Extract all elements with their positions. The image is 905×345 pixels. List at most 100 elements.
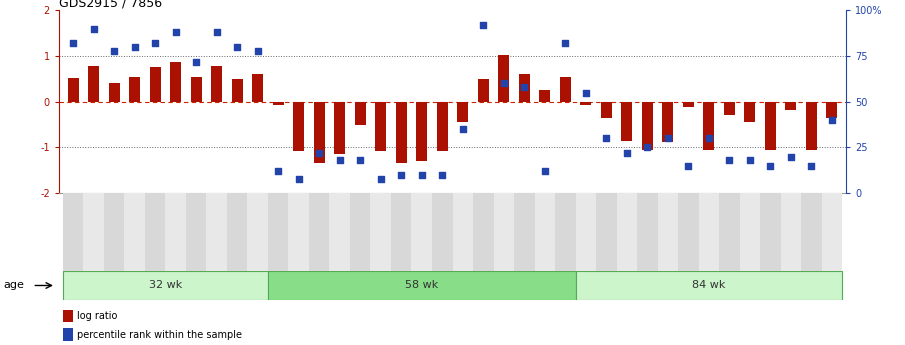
Point bbox=[497, 81, 511, 86]
Bar bbox=[805, 102, 817, 150]
Bar bbox=[452, 193, 473, 273]
Point bbox=[107, 48, 121, 53]
Bar bbox=[62, 328, 72, 341]
Point bbox=[620, 150, 634, 156]
Text: 84 wk: 84 wk bbox=[692, 280, 726, 290]
Bar bbox=[658, 193, 678, 273]
Point bbox=[230, 44, 244, 50]
Bar bbox=[104, 193, 125, 273]
Point bbox=[681, 163, 696, 168]
Bar bbox=[621, 102, 633, 141]
Point bbox=[701, 136, 716, 141]
Bar bbox=[355, 102, 366, 125]
Bar bbox=[88, 66, 100, 102]
Point bbox=[599, 136, 614, 141]
Bar bbox=[412, 193, 432, 273]
Bar bbox=[682, 102, 694, 107]
Bar bbox=[375, 102, 386, 151]
Bar bbox=[432, 193, 452, 273]
Bar bbox=[129, 77, 140, 102]
Bar bbox=[699, 193, 719, 273]
Bar bbox=[642, 102, 653, 150]
Bar bbox=[760, 193, 780, 273]
Text: GDS2915 / 7856: GDS2915 / 7856 bbox=[59, 0, 162, 9]
Bar bbox=[289, 193, 309, 273]
Bar bbox=[519, 75, 530, 102]
Bar bbox=[535, 193, 555, 273]
Bar bbox=[576, 272, 842, 299]
Bar bbox=[416, 102, 427, 161]
Bar bbox=[247, 193, 268, 273]
Point bbox=[209, 30, 224, 35]
Bar bbox=[576, 193, 596, 273]
Bar bbox=[457, 102, 469, 122]
Point bbox=[374, 176, 388, 181]
Bar bbox=[391, 193, 412, 273]
Bar bbox=[780, 193, 801, 273]
Point bbox=[763, 163, 777, 168]
Bar bbox=[268, 272, 576, 299]
Point bbox=[271, 168, 285, 174]
Bar bbox=[719, 193, 739, 273]
Bar bbox=[309, 193, 329, 273]
Point bbox=[128, 44, 142, 50]
Bar bbox=[478, 79, 489, 102]
Bar bbox=[539, 90, 550, 102]
Bar bbox=[801, 193, 822, 273]
Point bbox=[168, 30, 183, 35]
Point bbox=[87, 26, 101, 31]
Point bbox=[538, 168, 552, 174]
Bar bbox=[109, 82, 119, 102]
Bar bbox=[83, 193, 104, 273]
Point bbox=[824, 117, 839, 123]
Point bbox=[476, 22, 491, 28]
Bar bbox=[662, 102, 673, 142]
Bar bbox=[314, 102, 325, 164]
Bar bbox=[678, 193, 699, 273]
Bar bbox=[268, 193, 289, 273]
Bar bbox=[63, 272, 268, 299]
Bar bbox=[637, 193, 658, 273]
Bar bbox=[191, 77, 202, 102]
Bar bbox=[272, 102, 284, 106]
Bar bbox=[227, 193, 247, 273]
Bar bbox=[62, 310, 72, 322]
Bar bbox=[206, 193, 227, 273]
Bar bbox=[498, 55, 510, 102]
Point bbox=[353, 158, 367, 163]
Point bbox=[189, 59, 204, 64]
Bar bbox=[211, 66, 223, 102]
Bar bbox=[232, 79, 243, 102]
Bar bbox=[145, 193, 166, 273]
Bar bbox=[63, 193, 83, 273]
Point bbox=[661, 136, 675, 141]
Bar bbox=[334, 102, 346, 154]
Bar bbox=[555, 193, 576, 273]
Text: 58 wk: 58 wk bbox=[405, 280, 438, 290]
Bar bbox=[370, 193, 391, 273]
Text: age: age bbox=[3, 280, 24, 290]
Text: percentile rank within the sample: percentile rank within the sample bbox=[77, 330, 242, 339]
Point bbox=[291, 176, 306, 181]
Text: 32 wk: 32 wk bbox=[148, 280, 182, 290]
Bar bbox=[329, 193, 350, 273]
Bar bbox=[252, 75, 263, 102]
Point bbox=[332, 158, 347, 163]
Bar bbox=[703, 102, 714, 150]
Bar bbox=[786, 102, 796, 110]
Point bbox=[148, 40, 162, 46]
Point bbox=[455, 127, 470, 132]
Bar bbox=[473, 193, 493, 273]
Bar bbox=[822, 193, 842, 273]
Point bbox=[435, 172, 450, 178]
Point bbox=[394, 172, 408, 178]
Bar bbox=[125, 193, 145, 273]
Bar bbox=[166, 193, 186, 273]
Point bbox=[578, 90, 593, 95]
Bar bbox=[724, 102, 735, 116]
Point bbox=[414, 172, 429, 178]
Bar bbox=[493, 193, 514, 273]
Text: log ratio: log ratio bbox=[77, 311, 117, 321]
Point bbox=[558, 40, 573, 46]
Point bbox=[251, 48, 265, 53]
